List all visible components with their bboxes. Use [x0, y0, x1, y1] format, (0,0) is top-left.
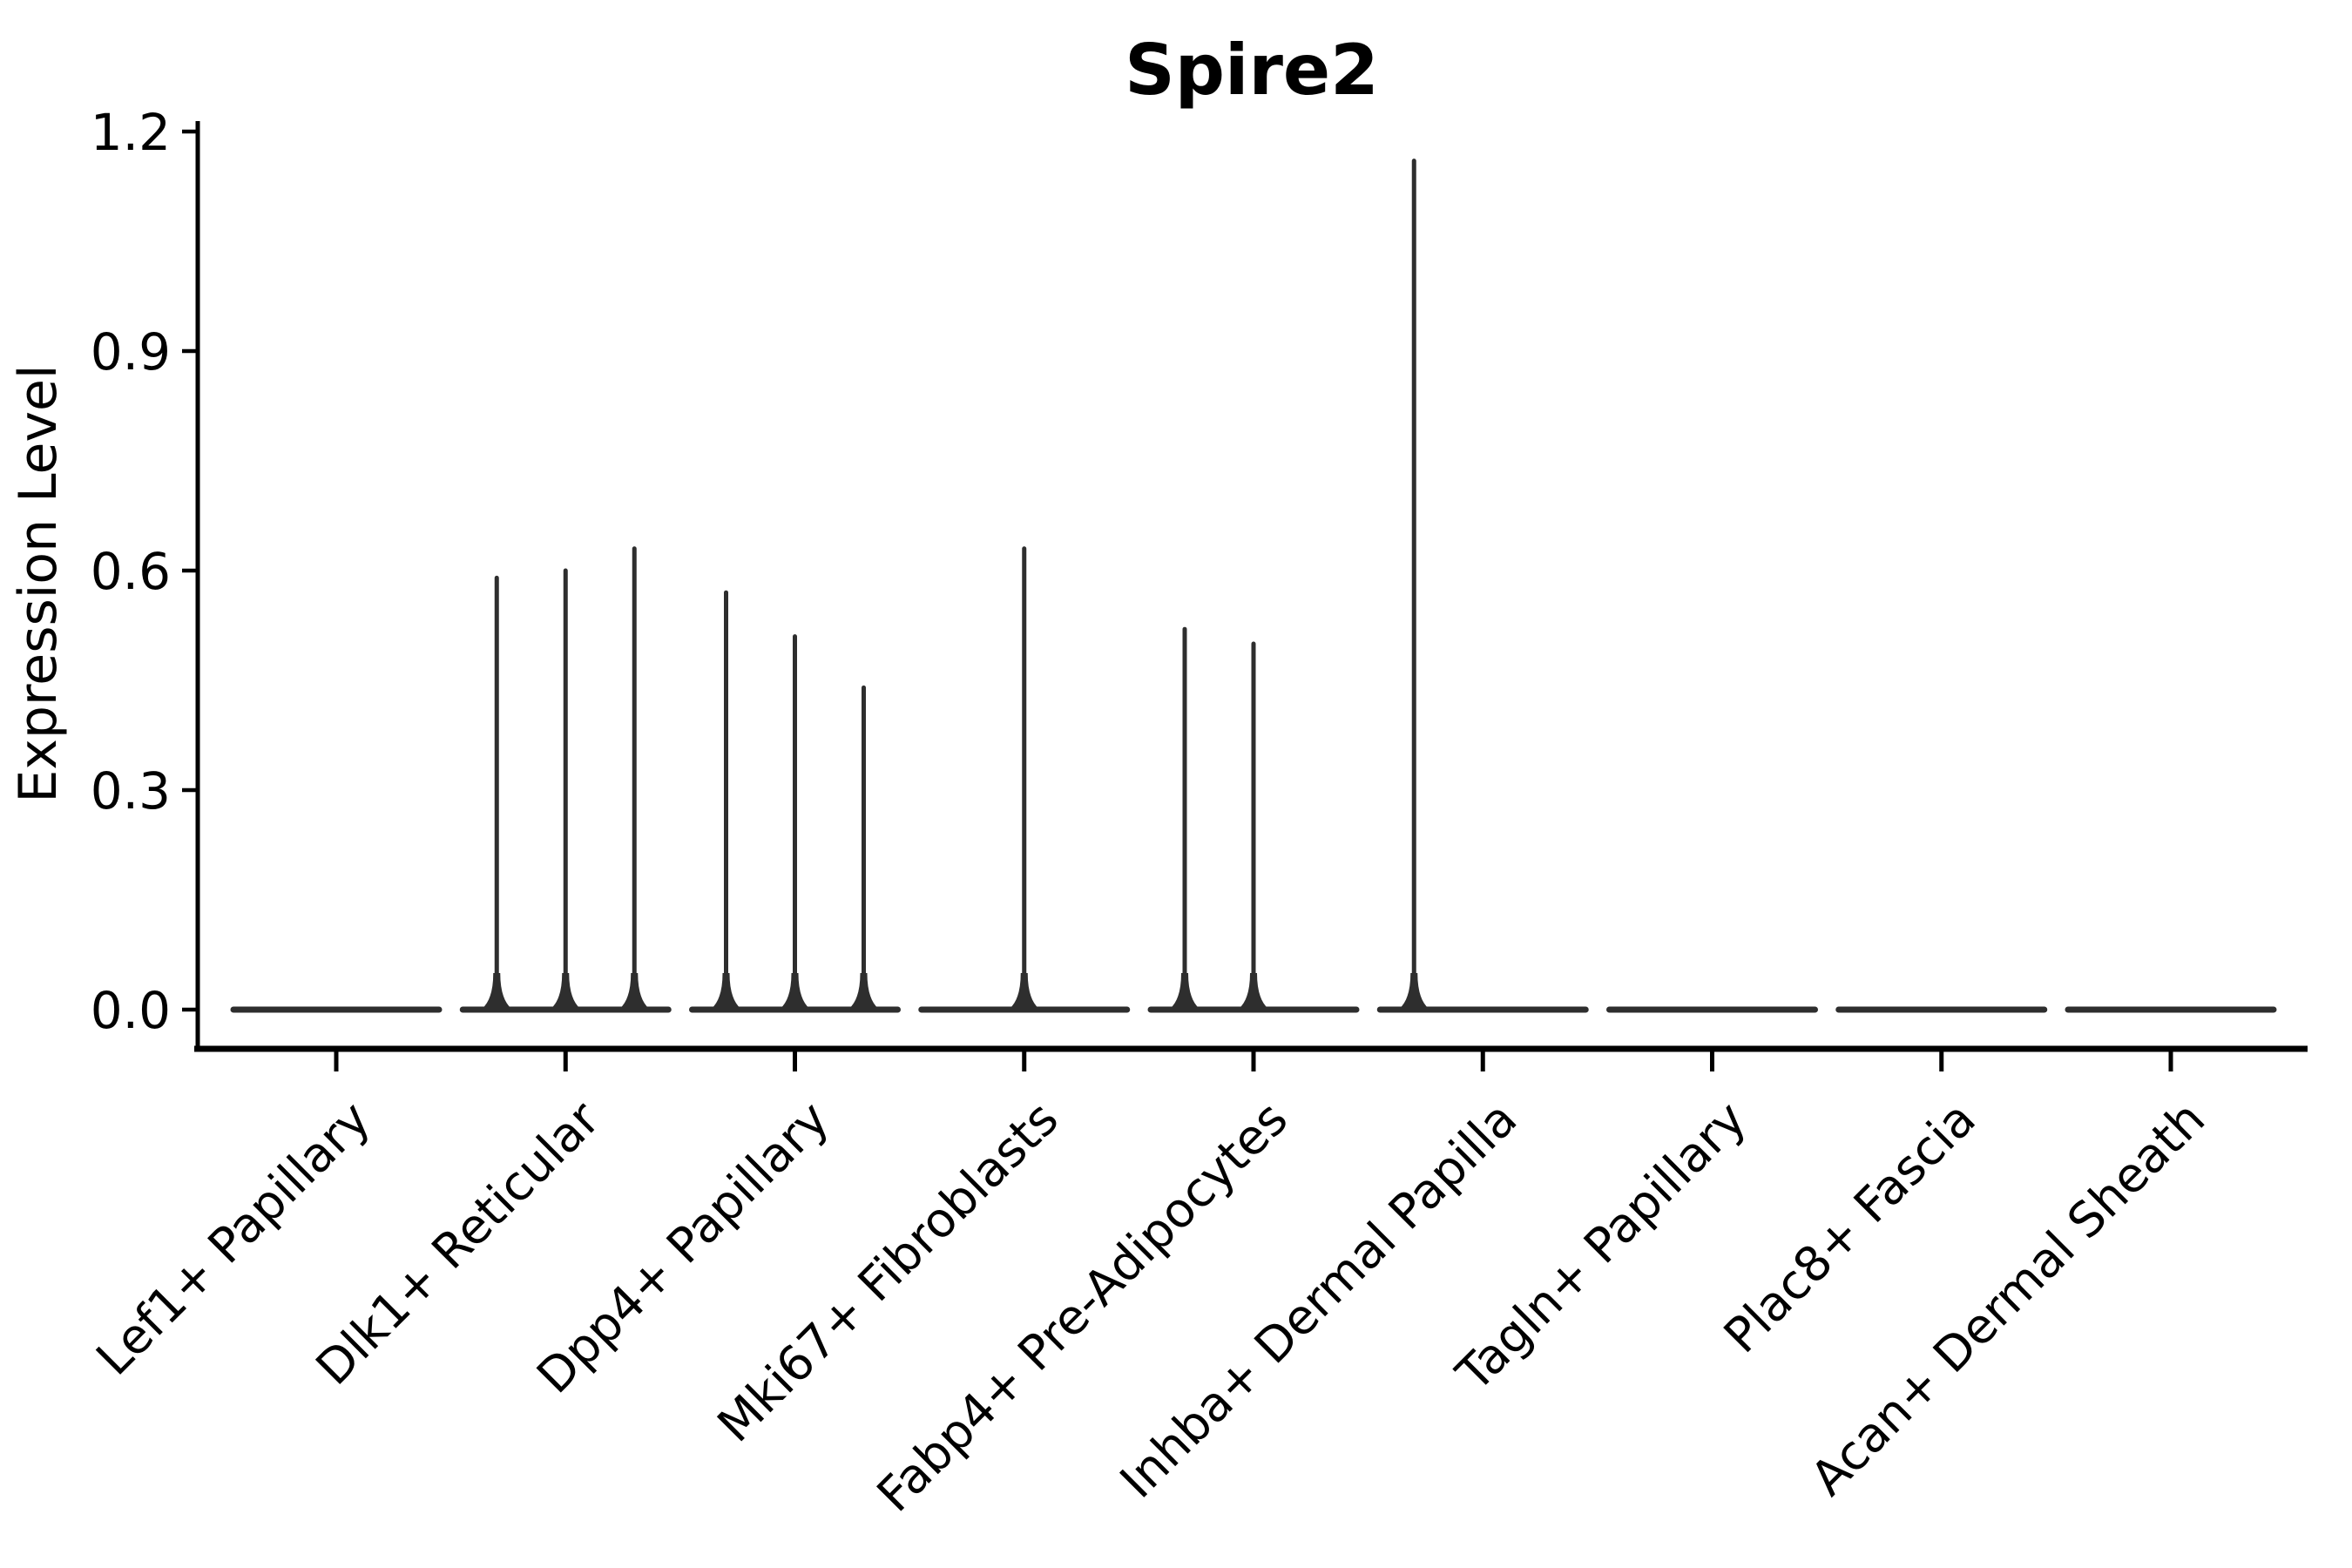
- violin-spike-flare: [848, 973, 879, 1009]
- y-tick-label: 0.3: [91, 761, 171, 821]
- y-tick-label: 0.6: [91, 542, 171, 601]
- violin-spike-flare: [619, 973, 650, 1009]
- violin-spike-flare: [711, 973, 741, 1009]
- y-axis-label: Expression Level: [8, 364, 69, 802]
- violin-spike-flare: [1009, 973, 1039, 1009]
- y-tick-label: 0.0: [91, 981, 171, 1040]
- x-tick-label: Acan+ Dermal Sheath: [1800, 1091, 2215, 1506]
- x-tick-label: Inhba+ Dermal Papilla: [1109, 1091, 1527, 1509]
- x-tick-label: Fabp4+ Pre-Adipocytes: [866, 1091, 1298, 1523]
- violin-spike-flare: [551, 973, 581, 1009]
- violin-spike-flare: [1239, 973, 1268, 1009]
- y-tick-label: 0.9: [91, 322, 171, 382]
- violin-spike-flare: [1399, 973, 1429, 1009]
- axes-layer: [182, 121, 2308, 1071]
- violin-spike-flare: [780, 973, 810, 1009]
- plot-title: Spire2: [1125, 30, 1379, 111]
- violins-layer: [230, 159, 2277, 1013]
- y-tick-label: 1.2: [91, 103, 171, 162]
- violin-spike-flare: [482, 973, 512, 1009]
- violin-spike-flare: [1170, 973, 1200, 1009]
